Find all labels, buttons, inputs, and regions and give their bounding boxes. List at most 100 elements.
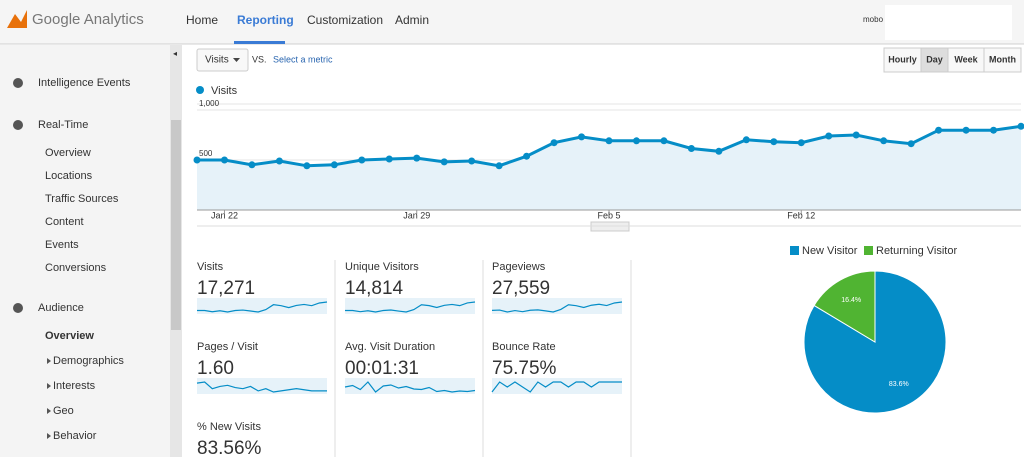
- sparkline: [491, 381, 622, 393]
- point: [385, 155, 393, 163]
- nav-item[interactable]: Events: [45, 239, 79, 251]
- scroll-thumb[interactable]: [171, 120, 181, 330]
- nav-link[interactable]: Customization: [307, 13, 383, 27]
- legend-label: Returning Visitor: [876, 245, 957, 257]
- interval-label: Week: [954, 54, 978, 64]
- nav-item[interactable]: Traffic Sources: [45, 193, 119, 205]
- x-tick-label: Jan 29: [403, 210, 430, 220]
- slice-label: 16.4%: [841, 297, 861, 304]
- metric-label: Avg. Visit Duration: [345, 341, 435, 353]
- metric-value: 1.60: [197, 358, 234, 379]
- interval-button[interactable]: [983, 47, 1022, 73]
- metric-label: Pages / Visit: [197, 341, 258, 353]
- interval-label: Day: [926, 54, 943, 64]
- sidebar: [0, 45, 170, 457]
- select-metric-link[interactable]: Select a metric: [273, 54, 333, 64]
- point: [275, 157, 283, 165]
- nav-item[interactable]: Content: [45, 216, 84, 228]
- nav-item[interactable]: Locations: [45, 170, 93, 182]
- x-tick-label: Feb 5: [597, 210, 620, 220]
- legend-label: Visits: [211, 85, 238, 97]
- point: [797, 139, 805, 147]
- point: [358, 156, 366, 164]
- point: [523, 152, 531, 160]
- user-box: [885, 5, 1012, 40]
- y-tick-label: 500: [199, 149, 213, 158]
- nav-item[interactable]: Overview: [45, 147, 91, 159]
- expand-arrow: [47, 358, 51, 364]
- collapse-arrow[interactable]: ◂: [173, 49, 177, 58]
- nav-item[interactable]: Demographics: [53, 355, 124, 367]
- point: [660, 137, 668, 145]
- user-name: mobo: [863, 15, 884, 24]
- expand-arrow: [47, 383, 51, 389]
- area: [197, 126, 1021, 210]
- legend-swatch: [790, 246, 799, 255]
- sparkline-bg: [492, 298, 622, 314]
- section-icon: [13, 303, 23, 313]
- pie-slice[interactable]: [813, 270, 876, 343]
- metric-value: 14,814: [345, 278, 404, 299]
- legend-swatch: [864, 246, 873, 255]
- nav-item[interactable]: Geo: [53, 405, 74, 417]
- metric-label: Pageviews: [492, 261, 546, 273]
- sparkline: [345, 301, 476, 313]
- nav-link[interactable]: Reporting: [237, 13, 294, 27]
- metric-label: Bounce Rate: [492, 341, 556, 353]
- point: [935, 126, 943, 134]
- y-tick-label: 1,000: [199, 99, 220, 108]
- nav-item[interactable]: Conversions: [45, 262, 107, 274]
- sparkline-bg: [345, 298, 475, 314]
- nav-item[interactable]: Interests: [53, 380, 96, 392]
- nav-item[interactable]: Overview: [45, 330, 94, 342]
- slice-label: 83.6%: [889, 381, 909, 388]
- point: [468, 157, 476, 165]
- point: [990, 126, 998, 134]
- section-title[interactable]: Audience: [38, 302, 84, 314]
- sparkline: [196, 381, 327, 393]
- header: [0, 0, 1024, 44]
- dropdown-caret: [233, 58, 240, 62]
- sparkline-bg: [492, 378, 622, 394]
- interval-button[interactable]: [947, 47, 985, 73]
- metric-value: 27,559: [492, 278, 550, 299]
- metric-dropdown-label: Visits: [205, 55, 229, 66]
- interval-button[interactable]: [920, 47, 949, 73]
- section-title[interactable]: Real-Time: [38, 119, 88, 131]
- point: [220, 156, 228, 164]
- x-tick-label: Jan 22: [211, 210, 238, 220]
- section-title[interactable]: Intelligence Events: [38, 77, 131, 89]
- sparkline: [344, 381, 476, 393]
- interval-label: Hourly: [888, 54, 917, 64]
- interval-button[interactable]: [883, 47, 922, 73]
- nav-link[interactable]: Home: [186, 13, 218, 27]
- point: [825, 132, 833, 140]
- logo-text: Google Analytics: [32, 11, 144, 28]
- nav-item[interactable]: Behavior: [53, 430, 97, 442]
- point: [495, 162, 503, 170]
- legend-label: New Visitor: [802, 245, 858, 257]
- point: [248, 161, 256, 169]
- metric-value: 00:01:31: [345, 358, 419, 379]
- nav-active-underline: [234, 41, 285, 44]
- point: [770, 138, 778, 146]
- nav-link[interactable]: Admin: [395, 13, 429, 27]
- point: [605, 137, 613, 145]
- point: [962, 126, 970, 134]
- sparkline: [491, 301, 623, 313]
- metric-value: 83.56%: [197, 438, 262, 457]
- point: [1017, 122, 1024, 130]
- vs-label: VS.: [252, 54, 267, 64]
- metric-value: 17,271: [197, 278, 255, 299]
- expand-arrow: [47, 408, 51, 414]
- sparkline: [197, 301, 328, 313]
- point: [880, 137, 888, 145]
- metric-label: Visits: [197, 261, 224, 273]
- metric-label: % New Visits: [197, 421, 261, 433]
- point: [907, 140, 915, 148]
- point: [550, 139, 558, 147]
- section-icon: [13, 120, 23, 130]
- metric-dropdown[interactable]: [196, 48, 249, 72]
- interval-label: Month: [989, 54, 1016, 64]
